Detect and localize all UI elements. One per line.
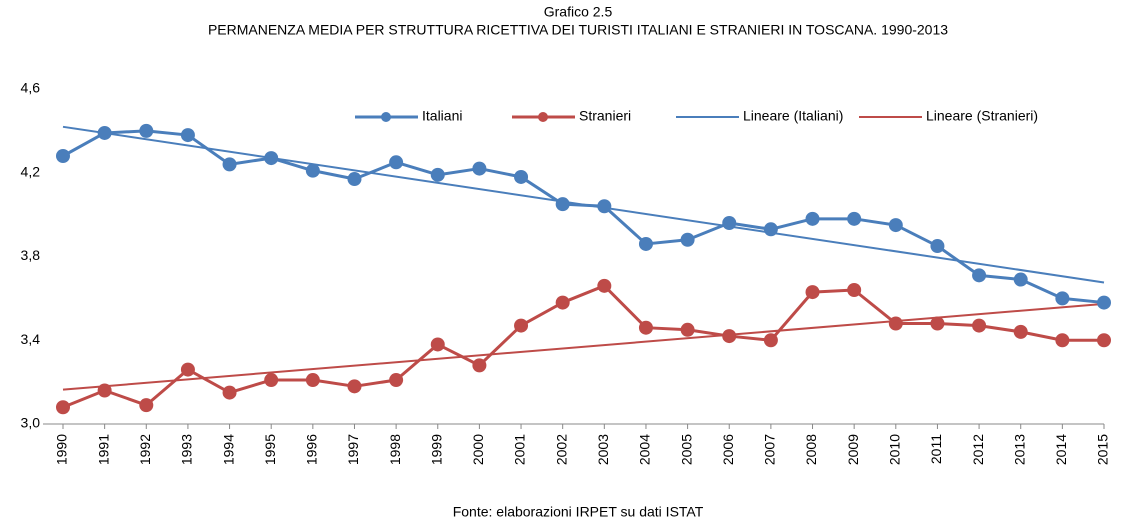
data-point xyxy=(430,167,445,182)
data-point xyxy=(888,316,903,331)
data-point xyxy=(389,155,404,170)
x-tick-label: 2010 xyxy=(887,434,903,465)
data-point xyxy=(305,163,320,178)
data-point xyxy=(305,373,320,388)
y-tick-label: 3,8 xyxy=(21,247,41,263)
data-point xyxy=(555,295,570,310)
data-point xyxy=(1013,272,1028,287)
x-tick-label: 2015 xyxy=(1095,434,1111,465)
x-tick-label: 2004 xyxy=(637,434,653,465)
y-tick-label: 3,4 xyxy=(21,331,41,347)
data-point xyxy=(972,318,987,333)
data-point xyxy=(722,216,737,230)
x-tick-label: 2002 xyxy=(553,434,569,465)
x-tick-label: 1992 xyxy=(137,434,153,465)
data-point xyxy=(722,329,737,344)
x-tick-label: 2006 xyxy=(720,434,736,465)
legend-label: Lineare (Italiani) xyxy=(743,108,843,124)
x-tick-label: 1993 xyxy=(179,434,195,465)
data-point xyxy=(264,151,279,166)
data-point xyxy=(847,283,862,297)
data-point xyxy=(347,379,362,394)
data-point xyxy=(680,232,695,247)
data-point xyxy=(97,383,112,398)
data-point xyxy=(638,320,653,335)
data-point xyxy=(180,362,195,377)
data-point xyxy=(389,373,404,388)
data-point xyxy=(514,318,529,333)
x-tick-label: 2008 xyxy=(803,434,819,465)
x-tick-label: 1990 xyxy=(54,434,70,465)
data-point xyxy=(56,400,70,415)
data-point xyxy=(763,333,778,348)
x-tick-label: 2005 xyxy=(678,434,694,465)
x-tick-label: 1994 xyxy=(220,434,236,465)
data-point xyxy=(1097,333,1111,348)
data-point xyxy=(888,218,903,233)
x-tick-label: 2012 xyxy=(970,434,986,465)
data-point xyxy=(1055,291,1070,306)
x-tick-label: 2001 xyxy=(512,434,528,465)
data-point xyxy=(763,222,778,237)
data-point xyxy=(805,285,820,300)
legend-marker xyxy=(381,112,391,122)
data-point xyxy=(180,128,195,143)
data-point xyxy=(347,172,362,187)
data-point xyxy=(847,211,862,226)
y-tick-label: 4,6 xyxy=(21,80,41,96)
data-point xyxy=(597,278,612,293)
x-tick-label: 2003 xyxy=(595,434,611,465)
data-point xyxy=(430,337,445,352)
trend-line xyxy=(62,302,1105,391)
data-point xyxy=(555,197,570,212)
data-point xyxy=(514,169,529,184)
data-point xyxy=(1013,324,1028,339)
y-tick-label: 4,2 xyxy=(21,163,41,179)
series-line xyxy=(62,129,1105,305)
data-point xyxy=(930,239,945,254)
data-point xyxy=(222,385,237,400)
x-tick-label: 2007 xyxy=(762,434,778,465)
data-point xyxy=(805,211,820,226)
legend-marker xyxy=(538,112,548,122)
data-point xyxy=(56,149,70,163)
data-point xyxy=(930,316,945,331)
data-point xyxy=(222,157,237,172)
data-point xyxy=(638,236,653,251)
source-note: Fonte: elaborazioni IRPET su dati ISTAT xyxy=(453,504,704,520)
x-tick-label: 2013 xyxy=(1011,434,1027,465)
x-tick-label: 2009 xyxy=(845,434,861,465)
legend-label: Italiani xyxy=(422,108,462,124)
chart-subtitle: PERMANENZA MEDIA PER STRUTTURA RICETTIVA… xyxy=(208,22,948,38)
x-tick-label: 1999 xyxy=(428,434,444,465)
x-tick-label: 2014 xyxy=(1053,434,1069,465)
data-point xyxy=(1097,295,1111,310)
x-tick-label: 1991 xyxy=(95,434,111,465)
data-point xyxy=(97,125,112,140)
data-point xyxy=(139,398,154,413)
x-tick-label: 1998 xyxy=(387,434,403,465)
data-point xyxy=(264,373,279,388)
data-point xyxy=(139,123,154,138)
x-tick-label: 1996 xyxy=(304,434,320,465)
legend-label: Lineare (Stranieri) xyxy=(926,108,1038,124)
data-point xyxy=(972,268,987,283)
x-tick-label: 1995 xyxy=(262,434,278,465)
data-point xyxy=(1055,333,1070,348)
data-point xyxy=(472,358,487,373)
x-tick-label: 2011 xyxy=(928,434,944,464)
x-tick-label: 1997 xyxy=(345,434,361,465)
data-point xyxy=(680,322,695,337)
data-point xyxy=(597,199,612,214)
legend-label: Stranieri xyxy=(579,108,631,124)
chart-title: Grafico 2.5 xyxy=(544,4,613,20)
x-tick-label: 2000 xyxy=(470,434,486,465)
y-tick-label: 3,0 xyxy=(21,415,41,431)
data-point xyxy=(472,161,487,176)
